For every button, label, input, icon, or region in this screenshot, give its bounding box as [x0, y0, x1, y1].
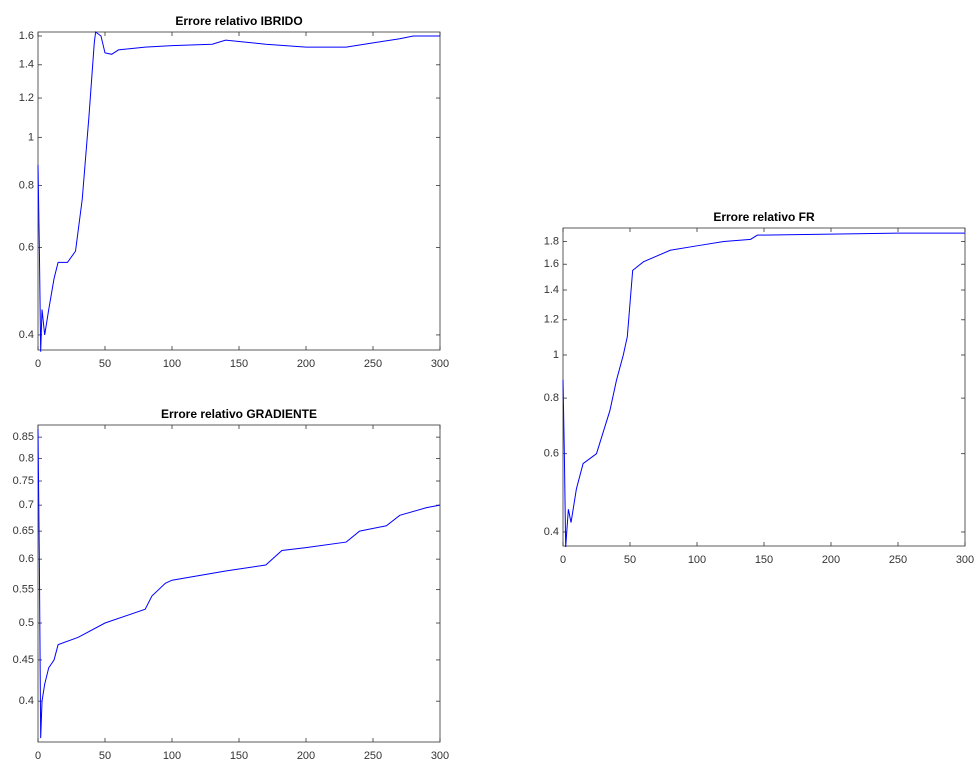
x-tick-label: 0 [35, 358, 41, 370]
x-tick-label: 50 [624, 554, 636, 566]
y-tick-label: 0.4 [19, 695, 34, 707]
y-tick-label: 1.8 [544, 235, 559, 247]
y-tick-label: 1.4 [19, 59, 34, 71]
y-tick-label: 1 [553, 349, 559, 361]
y-tick-label: 1.2 [19, 92, 34, 104]
chart-title: Errore relativo IBRIDO [175, 14, 302, 28]
x-tick-label: 250 [889, 554, 907, 566]
chart-title: Errore relativo FR [713, 210, 815, 224]
x-tick-label: 100 [688, 554, 706, 566]
y-tick-label: 0.65 [13, 525, 34, 537]
plot-area [562, 227, 966, 547]
chart-title: Errore relativo GRADIENTE [161, 407, 317, 421]
data-line [37, 31, 440, 352]
y-tick-label: 0.55 [13, 584, 34, 596]
y-tick-label: 1 [28, 131, 34, 143]
y-tick-label: 0.4 [544, 526, 559, 538]
data-line [37, 428, 441, 739]
y-tick-label: 0.8 [544, 392, 559, 404]
y-tick-label: 0.8 [19, 179, 34, 191]
y-tick-label: 0.6 [544, 448, 559, 460]
plot-area [37, 31, 441, 351]
y-tick-label: 1.6 [19, 30, 34, 42]
x-tick-label: 200 [822, 554, 840, 566]
x-tick-label: 150 [230, 750, 248, 762]
y-tick-label: 1.4 [544, 284, 559, 296]
x-tick-label: 250 [364, 358, 382, 370]
plot-area [37, 424, 441, 743]
y-tick-label: 0.4 [19, 329, 34, 341]
y-tick-label: 0.45 [13, 654, 34, 666]
y-tick-label: 0.6 [19, 241, 34, 253]
x-tick-label: 300 [431, 358, 449, 370]
y-tick-label: 0.6 [19, 553, 34, 565]
x-tick-label: 100 [163, 358, 181, 370]
x-tick-label: 0 [35, 750, 41, 762]
x-tick-label: 150 [230, 358, 248, 370]
x-tick-label: 50 [99, 358, 111, 370]
x-tick-label: 0 [560, 554, 566, 566]
y-tick-label: 0.85 [13, 431, 34, 443]
x-tick-label: 300 [956, 554, 974, 566]
x-tick-label: 250 [364, 750, 382, 762]
y-tick-label: 0.75 [13, 475, 34, 487]
x-tick-label: 200 [297, 750, 315, 762]
y-tick-label: 0.5 [19, 617, 34, 629]
x-tick-label: 100 [163, 750, 181, 762]
data-line [562, 232, 965, 548]
x-tick-label: 200 [297, 358, 315, 370]
x-tick-label: 300 [431, 750, 449, 762]
y-tick-label: 1.6 [544, 258, 559, 270]
x-tick-label: 150 [755, 554, 773, 566]
y-tick-label: 0.7 [19, 499, 34, 511]
y-tick-label: 0.8 [19, 452, 34, 464]
y-tick-label: 1.2 [544, 314, 559, 326]
x-tick-label: 50 [99, 750, 111, 762]
